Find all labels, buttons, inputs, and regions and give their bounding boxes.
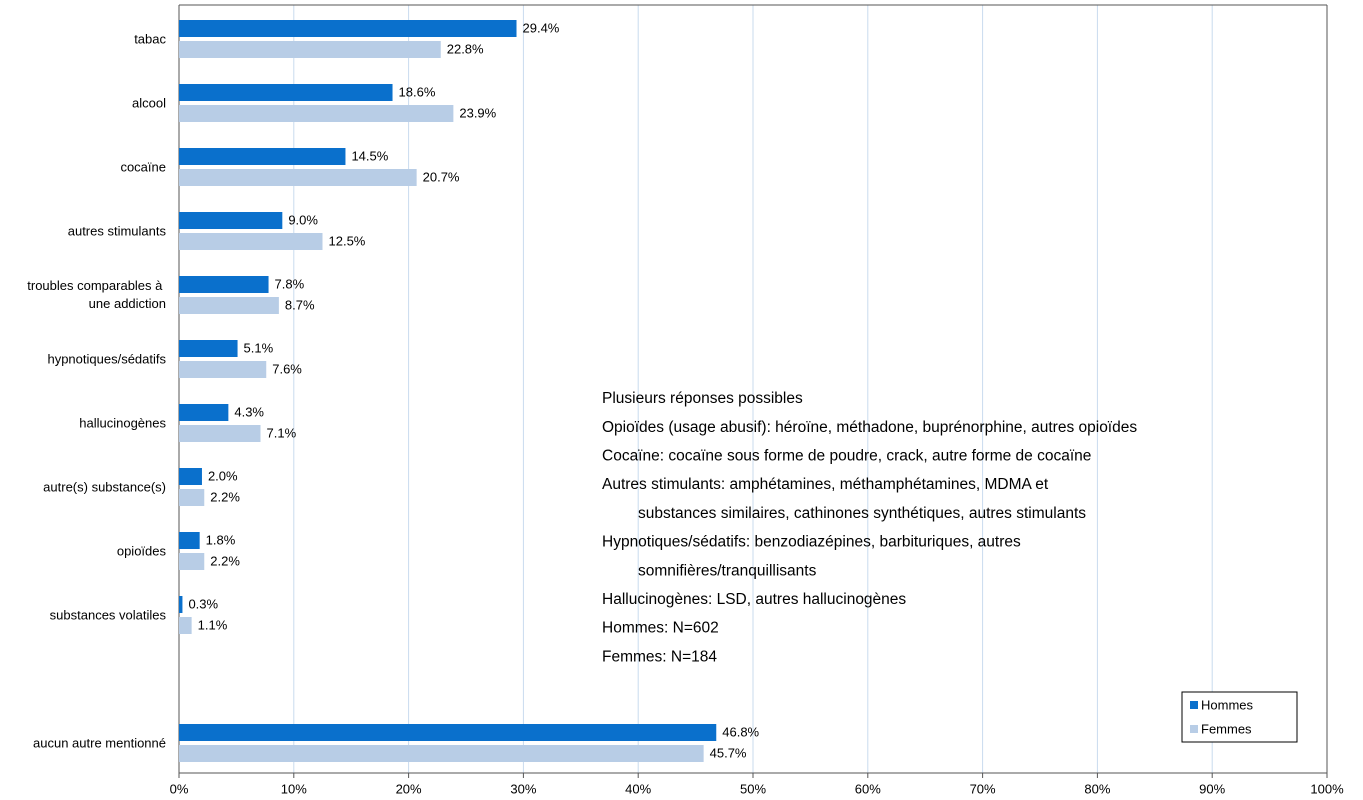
y-tick-label: opioïdes <box>117 543 167 558</box>
x-tick-label: 50% <box>740 781 766 796</box>
bar <box>179 340 238 357</box>
value-label: 7.1% <box>267 425 297 440</box>
x-tick-label: 20% <box>396 781 422 796</box>
bar <box>179 361 267 378</box>
annotation: Hommes: N=602 <box>602 620 719 637</box>
bar <box>179 724 717 741</box>
bar <box>179 745 704 762</box>
value-label: 7.8% <box>275 276 305 291</box>
bar <box>179 84 393 101</box>
y-tick-label: substances volatiles <box>50 607 167 622</box>
value-label: 0.3% <box>188 596 218 611</box>
bar <box>179 41 441 58</box>
x-tick-label: 60% <box>855 781 881 796</box>
x-tick-label: 0% <box>170 781 189 796</box>
value-label: 2.2% <box>210 553 240 568</box>
bar <box>179 148 346 165</box>
bar <box>179 404 229 421</box>
value-label: 23.9% <box>459 105 496 120</box>
bar <box>179 425 261 442</box>
bar <box>179 596 183 613</box>
y-tick-label: alcool <box>132 95 166 110</box>
bar <box>179 532 200 549</box>
x-tick-label: 40% <box>625 781 651 796</box>
bar <box>179 276 269 293</box>
value-label: 2.0% <box>208 468 238 483</box>
y-tick-label: autres stimulants <box>68 223 167 238</box>
y-tick-label: hallucinogènes <box>79 415 166 430</box>
value-label: 14.5% <box>351 148 388 163</box>
annotation: Hallucinogènes: LSD, autres hallucinogèn… <box>602 591 906 608</box>
y-tick-label: tabac <box>134 31 166 46</box>
value-label: 18.6% <box>399 84 436 99</box>
bar <box>179 20 517 37</box>
annotation: Plusieurs réponses possibles <box>602 390 803 407</box>
y-tick-label: autre(s) substance(s) <box>43 479 166 494</box>
value-label: 5.1% <box>244 340 274 355</box>
y-tick-label: cocaïne <box>120 159 166 174</box>
bar <box>179 105 454 122</box>
bar <box>179 468 202 485</box>
annotation: Cocaïne: cocaïne sous forme de poudre, c… <box>602 447 1091 464</box>
legend-swatch <box>1190 725 1198 733</box>
x-tick-label: 80% <box>1084 781 1110 796</box>
bar <box>179 233 323 250</box>
value-label: 1.1% <box>198 617 228 632</box>
x-tick-label: 90% <box>1199 781 1225 796</box>
x-tick-label: 70% <box>970 781 996 796</box>
y-tick-label: troubles comparables à une addiction <box>27 278 166 311</box>
value-label: 2.2% <box>210 489 240 504</box>
value-label: 46.8% <box>722 724 759 739</box>
value-label: 45.7% <box>710 745 747 760</box>
legend-swatch <box>1190 701 1198 709</box>
annotation: Femmes: N=184 <box>602 648 717 665</box>
legend-label: Hommes <box>1201 697 1254 712</box>
value-label: 12.5% <box>329 233 366 248</box>
y-tick-label: aucun autre mentionné <box>33 735 166 750</box>
x-tick-label: 100% <box>1310 781 1344 796</box>
bar <box>179 169 417 186</box>
y-tick-label: hypnotiques/sédatifs <box>47 351 166 366</box>
x-tick-label: 10% <box>281 781 307 796</box>
legend-label: Femmes <box>1201 721 1252 736</box>
value-label: 29.4% <box>523 20 560 35</box>
legend-box <box>1181 691 1298 743</box>
bar <box>179 212 283 229</box>
annotation: substances similaires, cathinones synthé… <box>638 505 1086 522</box>
bar <box>179 297 279 314</box>
value-label: 4.3% <box>234 404 264 419</box>
annotation: somnifières/tranquillisants <box>638 562 817 579</box>
value-label: 22.8% <box>447 41 484 56</box>
bar <box>179 617 192 634</box>
value-label: 7.6% <box>272 361 302 376</box>
x-tick-label: 30% <box>510 781 536 796</box>
bar <box>179 489 205 506</box>
bar <box>179 553 205 570</box>
value-label: 9.0% <box>288 212 318 227</box>
annotation: Autres stimulants: amphétamines, méthamp… <box>602 476 1049 493</box>
value-label: 20.7% <box>423 169 460 184</box>
annotation: Opioïdes (usage abusif): héroïne, méthad… <box>602 419 1137 436</box>
value-label: 8.7% <box>285 297 315 312</box>
annotation: Hypnotiques/sédatifs: benzodiazépines, b… <box>602 534 1021 551</box>
value-label: 1.8% <box>206 532 236 547</box>
